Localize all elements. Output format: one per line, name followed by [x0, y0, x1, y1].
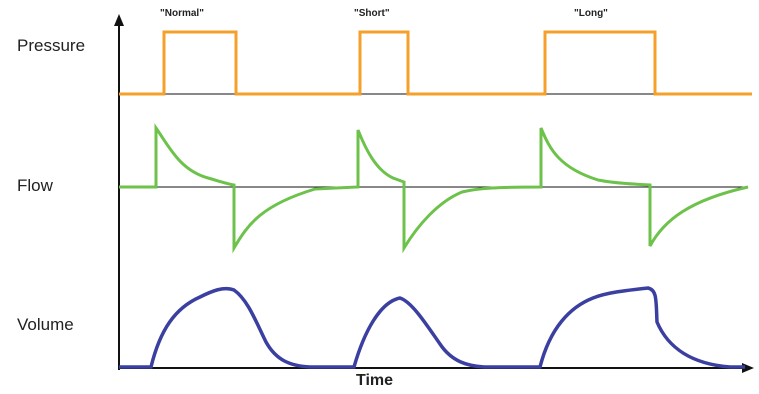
pressure-label: Pressure [17, 36, 86, 55]
x-axis-label: Time [356, 372, 394, 389]
flow-waveform [119, 123, 749, 254]
pressure-waveform [119, 30, 752, 96]
mode-label-normal: "Normal" [160, 8, 204, 19]
volume-label: Volume [17, 315, 74, 334]
mode-label-long: "Long" [574, 8, 608, 19]
y-axis-arrowhead [114, 14, 124, 26]
volume-waveform [119, 286, 745, 369]
mode-label-short: "Short" [354, 8, 390, 19]
flow-label: Flow [17, 176, 53, 195]
